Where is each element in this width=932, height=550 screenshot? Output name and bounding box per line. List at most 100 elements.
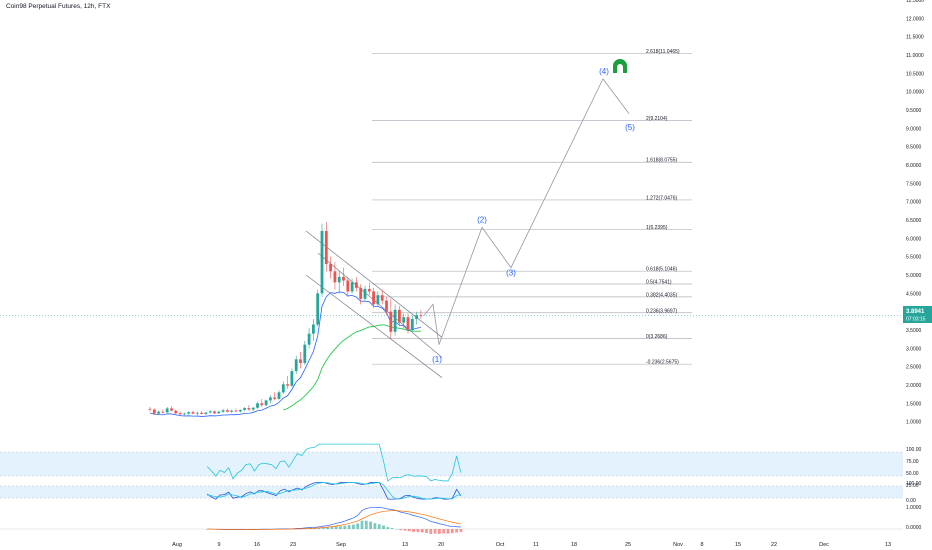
candle-body [264,400,268,406]
time-tick-label: Oct [496,542,505,548]
candle-body [350,282,354,292]
candle-body [247,408,251,410]
macd-histogram-bar [343,525,347,529]
fib-level-label: 2(9.2104) [646,116,668,122]
macd-histogram-bar [382,525,385,529]
candle-body [294,359,298,372]
price-tick-label: 1.5000 [906,401,922,407]
candle-body [221,410,225,412]
fib-level-label: 0.5(4.7541) [646,280,672,286]
candle-body [187,412,191,414]
macd-histogram-bar [339,526,342,529]
macd-histogram-bar [377,524,381,529]
price-tick-label: 9.5000 [906,108,922,114]
macd-signal-line [207,510,461,530]
price-badge-value: 3.8941 [906,309,925,315]
price-tick-label: 3.5000 [906,328,922,334]
macd-tick-label: 0.0000 [906,525,922,531]
elliott-wave-projection[interactable] [423,78,630,345]
macd-histogram-bar [390,527,394,529]
macd-histogram-bar [420,529,424,533]
macd-histogram-bar [403,529,407,531]
rsi-tick-label: 100.00 [906,447,922,453]
candle-body [183,413,186,415]
price-axis[interactable]: 12.5000 12.0000 11.5000 11.0000 10.5000 10.00… [906,0,924,531]
price-tick-label: 4.5000 [906,291,922,297]
fib-level-label: -0.236(2.5675) [646,360,679,366]
ema-fast-line [149,291,421,417]
time-tick-label: 22 [771,542,777,548]
candle-body [299,359,302,363]
candle-body [243,408,246,410]
price-tick-label: 11.0000 [906,53,924,59]
candle-body [195,412,199,414]
fibonacci-extension[interactable]: 2.618(11.0465) 2(9.2104) 1.618(8.0755) 1.27… [372,49,692,366]
candle-body [174,410,178,414]
candle-body [342,276,345,281]
channel-line [305,230,443,338]
candle-body [269,397,272,401]
macd-histogram-bar [459,529,463,533]
candle-body [337,276,341,283]
price-tick-label: 1.0000 [906,420,922,426]
price-tick-label: 8.0000 [906,163,922,169]
macd-histogram-bar [399,529,403,531]
candle-body [178,413,182,415]
time-axis[interactable]: Aug 9 16 23 Sep 13 20 Oct 11 18 25 Nov 8 15 22 Dec 13 [172,542,891,548]
price-tick-label: 3.0000 [906,346,922,352]
candle-body [385,300,388,312]
candle-body [329,264,332,272]
macd-histogram-bar [433,529,437,534]
candle-body [230,410,234,412]
fib-level-label: 1.618(8.0755) [646,158,677,164]
candle-body [415,315,418,319]
price-badge: 3.8941 07:03:15 [903,306,932,323]
price-tick-label: 10.0000 [906,90,924,96]
price-tick-label: 6.0000 [906,236,922,242]
price-tick-label: 12.5000 [906,0,924,4]
time-tick-label: 13 [885,542,891,548]
time-tick-label: 11 [533,542,539,548]
stoch-band [0,486,903,498]
time-tick-label: Dec [819,542,829,548]
candle-body [333,271,337,283]
ema-slow-line [283,324,421,411]
candle-body [363,288,367,299]
candle-body [217,411,221,414]
macd-histogram-bar [313,528,317,529]
candle-body [380,295,384,301]
fib-level-label: 0.382(4.4035) [646,292,677,298]
macd-histogram-bar [446,529,450,534]
macd-histogram-bar [407,529,411,532]
candle-body [200,412,203,414]
price-tick-label: 5.0000 [906,273,922,279]
macd-histogram-bar [386,527,390,529]
candle-body [234,410,238,412]
time-tick-label: 18 [571,542,577,548]
candle-body [324,231,328,264]
candle-body [152,409,156,414]
time-tick-label: Aug [172,542,182,548]
macd-histogram-bar [330,526,334,529]
rsi-tick-label: 25.00 [906,483,919,489]
macd-histogram-bar [438,529,441,534]
price-tick-label: 7.5000 [906,181,922,187]
time-tick-label: 8 [700,542,703,548]
macd-histogram-bar [442,529,446,534]
rsi-band [0,452,903,476]
candle-body [208,411,212,413]
price-tick-label: 8.5000 [906,145,922,151]
channel-line [317,252,443,358]
candle-body [376,295,380,305]
candle-body [307,333,311,345]
macd-histogram-bar [317,527,321,529]
time-tick-label: 25 [625,542,631,548]
candle-body [281,384,285,393]
price-tick-label: 10.5000 [906,71,924,77]
price-tick-label: 7.0000 [906,200,922,206]
magnet-icon [613,59,627,73]
time-tick-label: 20 [438,542,444,548]
candle-body [273,397,277,399]
projection-path [423,78,630,345]
